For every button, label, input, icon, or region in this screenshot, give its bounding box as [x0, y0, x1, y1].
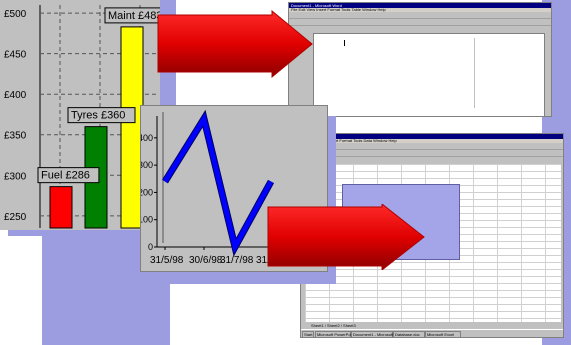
start-button[interactable]: Start [302, 331, 314, 337]
text-cursor [344, 40, 345, 46]
taskbar-item-powerpoint[interactable]: Microsoft PowerPoint [315, 331, 355, 337]
x-tick-label: 31/5/98 [150, 255, 184, 266]
arrow-to-excel [267, 204, 425, 270]
word-window: Document1 - Microsoft Word File Edit Vie… [288, 2, 552, 117]
x-tick-label: 31/8 [256, 255, 276, 266]
sheet-tabs[interactable]: Sheet1 / Sheet2 / Sheet3 [311, 323, 356, 328]
arrow-to-word [157, 10, 313, 79]
y-tick-label: 200 [141, 187, 153, 197]
word-format-toolbar[interactable] [289, 19, 551, 26]
data-label: Tyres £360 [71, 110, 125, 122]
word-toolbar[interactable] [289, 12, 551, 19]
word-menu-text: File Edit View Insert Format Tools Table… [291, 7, 386, 12]
x-tick-label: 31/7/98 [220, 255, 254, 266]
x-tick-label: 30/6/98 [189, 255, 223, 266]
y-tick-label: 300 [141, 160, 153, 170]
bar-chart-panel: £250 £300 £350 £400 £450 £500 Fuel £286 Tyres £… [0, 0, 160, 230]
y-tick-label: £250 [4, 212, 27, 223]
page-margin-line [474, 38, 475, 108]
y-tick-label: 100 [141, 215, 153, 225]
word-document-page[interactable] [313, 33, 545, 116]
data-label-box [37, 167, 100, 184]
word-title: Document1 - Microsoft Word [291, 2, 342, 8]
windows-taskbar: Start Microsoft PowerPoint Document1 - M… [301, 329, 563, 337]
word-menu-bar[interactable]: File Edit View Insert Format Tools Table… [289, 8, 551, 12]
arrow-shape [267, 204, 425, 270]
y-tick-label: £400 [4, 90, 27, 101]
y-tick-label: £350 [4, 131, 27, 142]
y-tick-label: £450 [4, 50, 27, 61]
y-tick-label: 400 [141, 133, 153, 143]
word-title-bar: Document1 - Microsoft Word [289, 3, 551, 8]
data-label: Fuel £286 [41, 170, 90, 182]
taskbar-item-database[interactable]: Database.doc [393, 331, 425, 337]
y-tick-label: 0 [148, 242, 153, 252]
series-line [162, 112, 274, 254]
y-tick-label: £300 [4, 171, 27, 182]
data-label-box [104, 7, 160, 24]
taskbar-item-word[interactable]: Document1 - Microsoft W [351, 331, 399, 337]
data-label: Maint £483 [108, 10, 160, 22]
excel-format-toolbar[interactable] [301, 150, 563, 157]
bar [49, 186, 73, 229]
taskbar-item-excel[interactable]: Microsoft Excel [425, 331, 461, 337]
bar-chart: £250 £300 £350 £400 £450 £500 Fuel £286 Tyres £… [4, 5, 160, 229]
excel-toolbar[interactable] [301, 143, 563, 150]
y-tick-label: £500 [4, 9, 27, 20]
excel-menu-bar[interactable]: File Edit View Insert Format Tools Data … [301, 139, 563, 143]
data-label-box [67, 107, 136, 124]
arrow-shape [157, 10, 313, 79]
excel-menu-text: File Edit View Insert Format Tools Data … [303, 138, 397, 143]
